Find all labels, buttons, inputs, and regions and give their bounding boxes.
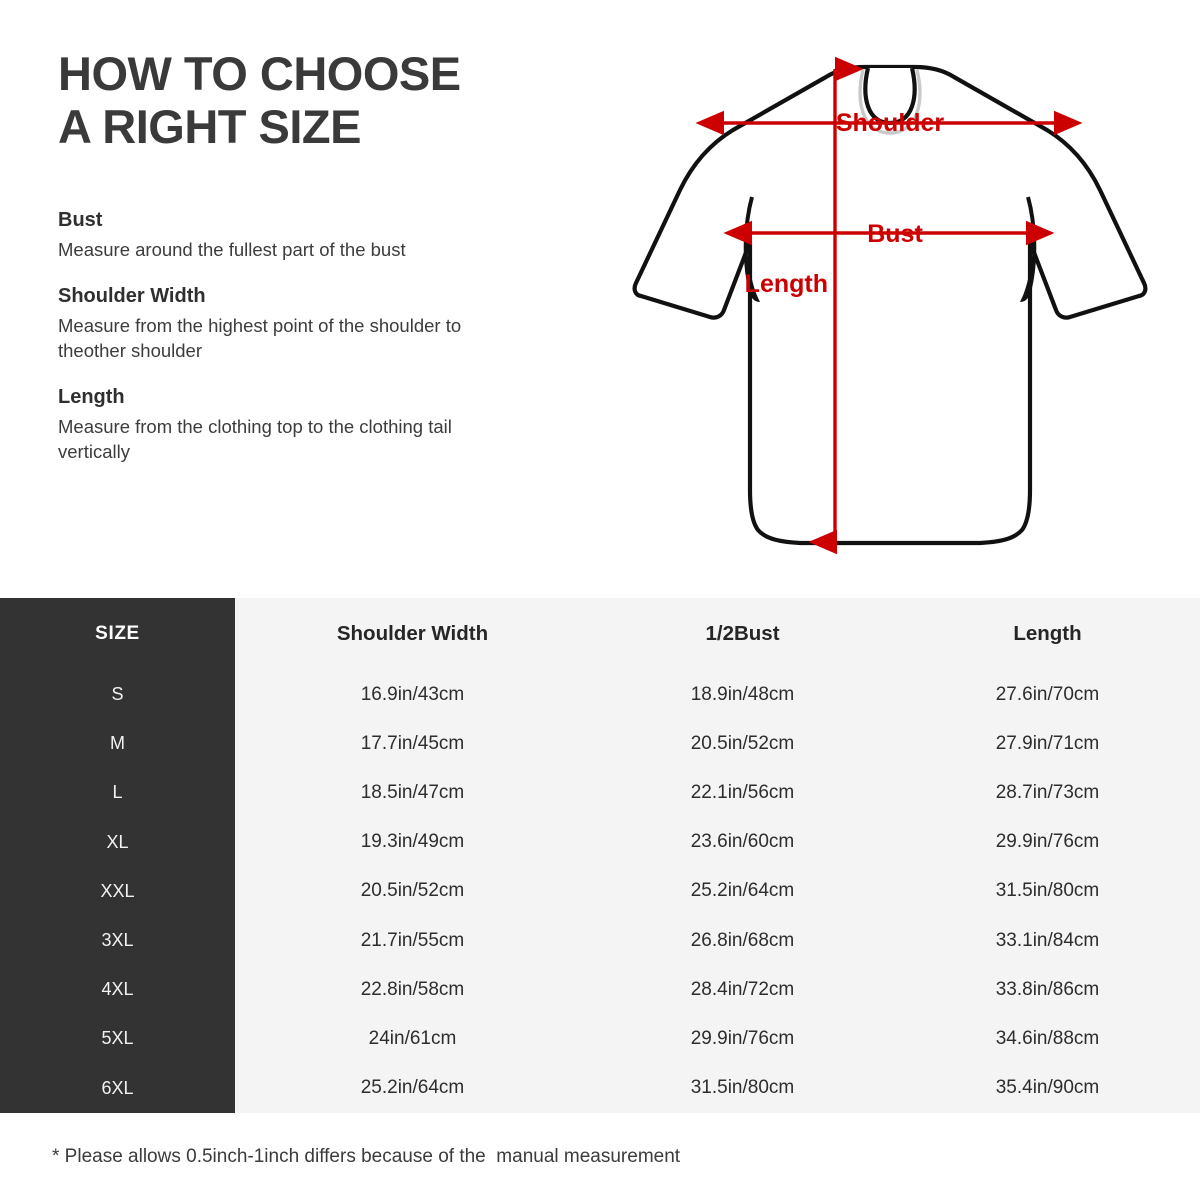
cell-half-bust: 23.6in/60cm bbox=[690, 831, 795, 853]
table-row-size-s: S bbox=[0, 670, 235, 719]
cell-shoulder-width: 19.3in/49cm bbox=[360, 831, 465, 853]
cell-length: 35.4in/90cm bbox=[995, 1077, 1100, 1099]
table-header-cell-size: SIZE bbox=[0, 598, 235, 670]
cell-shoulder-width: 25.2in/64cm bbox=[360, 1077, 465, 1099]
cell-length: 33.8in/86cm bbox=[995, 978, 1100, 1000]
table-row-size-l: L bbox=[0, 768, 235, 817]
measurement-guide-item-bust: Bust Measure around the fullest part of … bbox=[58, 209, 598, 263]
cell-shoulder-width: 20.5in/52cm bbox=[360, 880, 465, 902]
table-row: 24in/61cm 29.9in/76cm 34.6in/88cm bbox=[235, 1014, 1200, 1063]
info-panel: HOW TO CHOOSE A RIGHT SIZE Bust Measure … bbox=[58, 47, 598, 487]
page-title: HOW TO CHOOSE A RIGHT SIZE bbox=[58, 47, 461, 153]
tshirt-outline-group bbox=[632, 64, 1148, 546]
cell-length: 27.6in/70cm bbox=[995, 683, 1100, 705]
measurement-term: Length bbox=[58, 385, 125, 408]
size-label: 4XL bbox=[101, 979, 134, 1000]
cell-shoulder-width: 22.8in/58cm bbox=[360, 978, 465, 1000]
length-label: Length bbox=[745, 270, 828, 298]
size-label: XL bbox=[106, 831, 129, 852]
column-header-shoulder-width: Shoulder Width bbox=[336, 622, 489, 645]
tshirt-measurement-diagram: Shoulder Bust Length bbox=[600, 30, 1180, 570]
size-label: 6XL bbox=[101, 1077, 134, 1098]
table-row-size-5xl: 5XL bbox=[0, 1014, 235, 1063]
cell-half-bust: 29.9in/76cm bbox=[690, 1027, 795, 1049]
column-header-label: SIZE bbox=[95, 623, 140, 644]
tshirt-right-armpit bbox=[1020, 268, 1032, 302]
tshirt-body-path bbox=[632, 64, 1148, 546]
measurement-description: Measure around the fullest part of the b… bbox=[58, 239, 406, 261]
table-header-row: Shoulder Width 1/2Bust Length bbox=[235, 598, 1200, 670]
size-label: M bbox=[110, 733, 125, 754]
size-label: L bbox=[112, 782, 123, 803]
cell-half-bust: 25.2in/64cm bbox=[690, 880, 795, 902]
cell-half-bust: 31.5in/80cm bbox=[690, 1077, 795, 1099]
cell-half-bust: 22.1in/56cm bbox=[690, 781, 795, 803]
size-label: 3XL bbox=[101, 930, 134, 951]
top-section: HOW TO CHOOSE A RIGHT SIZE Bust Measure … bbox=[0, 0, 1200, 598]
tshirt-left-armpit bbox=[748, 268, 760, 302]
measurement-description: Measure from the clothing top to the clo… bbox=[58, 415, 452, 463]
table-row-size-4xl: 4XL bbox=[0, 965, 235, 1014]
column-header-half-bust: 1/2Bust bbox=[705, 622, 780, 645]
table-row-size-3xl: 3XL bbox=[0, 916, 235, 965]
measurement-term: Shoulder Width bbox=[58, 284, 206, 307]
table-row: 25.2in/64cm 31.5in/80cm 35.4in/90cm bbox=[235, 1064, 1200, 1113]
cell-length: 28.7in/73cm bbox=[995, 781, 1100, 803]
table-row-size-m: M bbox=[0, 719, 235, 768]
table-row: 20.5in/52cm 25.2in/64cm 31.5in/80cm bbox=[235, 867, 1200, 916]
size-chart-table: SIZE S M L XL XXL 3XL 4XL 5XL 6XL bbox=[0, 598, 1200, 1113]
cell-length: 34.6in/88cm bbox=[995, 1027, 1100, 1049]
measurement-term: Bust bbox=[58, 209, 103, 232]
size-label: S bbox=[111, 684, 124, 705]
cell-length: 31.5in/80cm bbox=[995, 880, 1100, 902]
table-row: 16.9in/43cm 18.9in/48cm 27.6in/70cm bbox=[235, 670, 1200, 719]
measurement-labels-group: Shoulder Bust Length bbox=[745, 109, 945, 298]
cell-shoulder-width: 16.9in/43cm bbox=[360, 683, 465, 705]
cell-half-bust: 26.8in/68cm bbox=[690, 929, 795, 951]
cell-shoulder-width: 24in/61cm bbox=[368, 1027, 457, 1049]
measurement-description: Measure from the highest point of the sh… bbox=[58, 314, 462, 362]
cell-length: 33.1in/84cm bbox=[995, 929, 1100, 951]
cell-shoulder-width: 17.7in/45cm bbox=[360, 732, 465, 754]
cell-shoulder-width: 21.7in/55cm bbox=[360, 929, 465, 951]
table-row-size-xl: XL bbox=[0, 818, 235, 867]
measurement-guide-list: Bust Measure around the fullest part of … bbox=[58, 209, 598, 465]
size-label: XXL bbox=[100, 880, 135, 901]
table-row-size-xxl: XXL bbox=[0, 867, 235, 916]
table-row: 19.3in/49cm 23.6in/60cm 29.9in/76cm bbox=[235, 818, 1200, 867]
measurement-guide-item-length: Length Measure from the clothing top to … bbox=[58, 386, 598, 465]
measurement-arrows-group bbox=[695, 56, 1083, 555]
table-row: 17.7in/45cm 20.5in/52cm 27.9in/71cm bbox=[235, 719, 1200, 768]
size-column: SIZE S M L XL XXL 3XL 4XL 5XL 6XL bbox=[0, 598, 235, 1113]
bust-label: Bust bbox=[867, 220, 923, 248]
measurement-columns: Shoulder Width 1/2Bust Length 16.9in/43c… bbox=[235, 598, 1200, 1113]
measurement-guide-item-shoulder-width: Shoulder Width Measure from the highest … bbox=[58, 285, 598, 364]
shoulder-label: Shoulder bbox=[836, 109, 945, 137]
measurement-disclaimer: * Please allows 0.5inch-1inch differs be… bbox=[52, 1145, 681, 1167]
table-row: 21.7in/55cm 26.8in/68cm 33.1in/84cm bbox=[235, 916, 1200, 965]
table-row-size-6xl: 6XL bbox=[0, 1064, 235, 1113]
table-row: 22.8in/58cm 28.4in/72cm 33.8in/86cm bbox=[235, 965, 1200, 1014]
size-label: 5XL bbox=[101, 1028, 134, 1049]
table-row: 18.5in/47cm 22.1in/56cm 28.7in/73cm bbox=[235, 768, 1200, 817]
cell-half-bust: 18.9in/48cm bbox=[690, 683, 795, 705]
cell-length: 27.9in/71cm bbox=[995, 732, 1100, 754]
cell-half-bust: 28.4in/72cm bbox=[690, 978, 795, 1000]
cell-length: 29.9in/76cm bbox=[995, 831, 1100, 853]
cell-half-bust: 20.5in/52cm bbox=[690, 732, 795, 754]
column-header-length: Length bbox=[1013, 622, 1082, 645]
cell-shoulder-width: 18.5in/47cm bbox=[360, 781, 465, 803]
